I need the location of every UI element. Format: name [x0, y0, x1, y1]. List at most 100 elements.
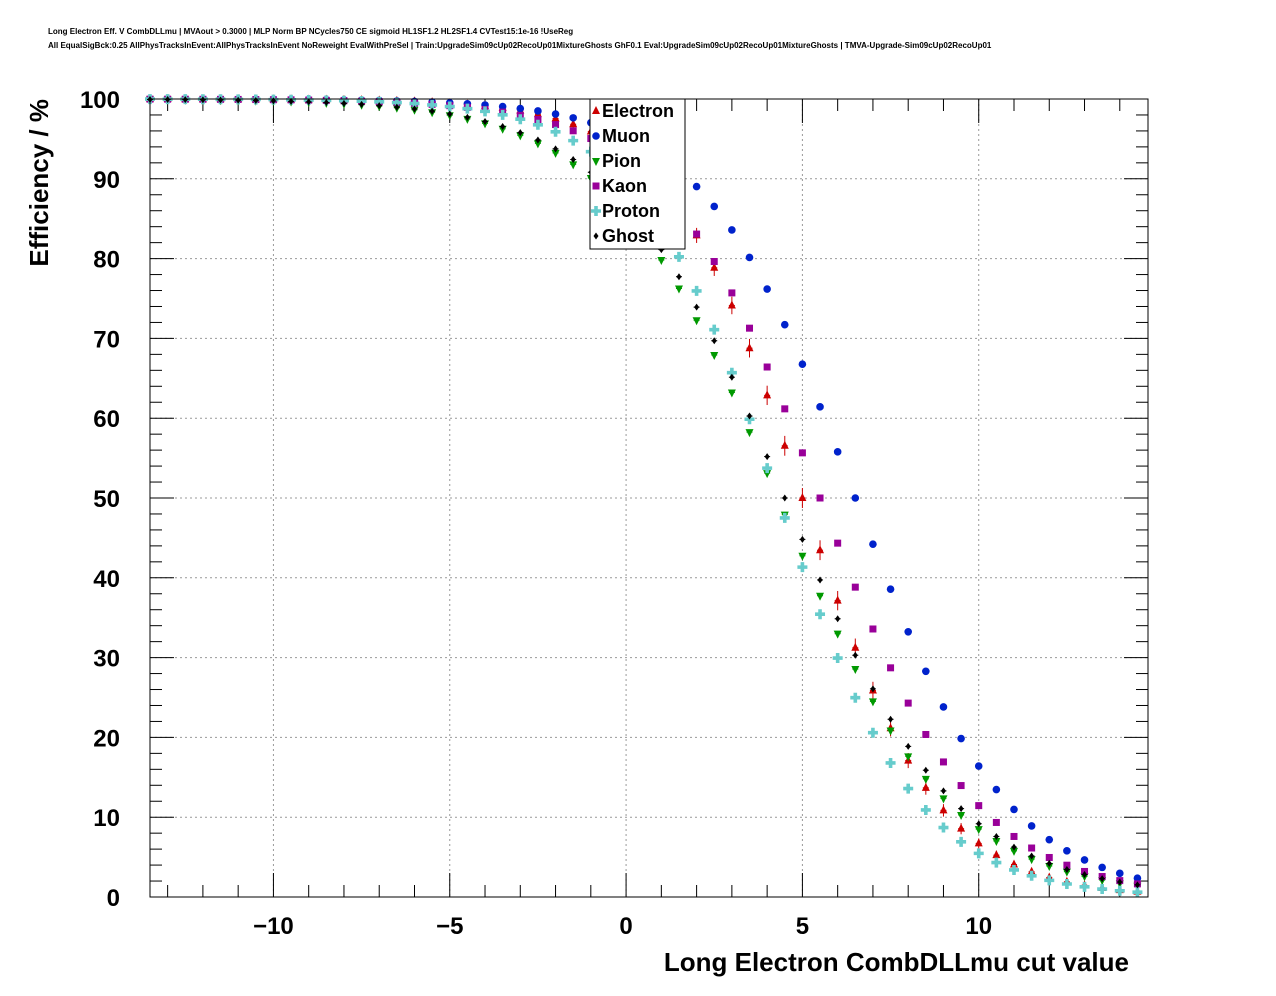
legend-label-muon: Muon: [602, 126, 650, 146]
muon-point: [745, 253, 754, 262]
kaon-point: [693, 230, 701, 238]
ghost-point: [870, 685, 876, 693]
proton-point: [885, 757, 896, 768]
muon-point: [1133, 874, 1142, 882]
legend-label-kaon: Kaon: [602, 176, 647, 196]
proton-point: [1061, 878, 1072, 889]
pion-point: [939, 795, 948, 804]
kaon-point: [798, 449, 806, 457]
electron-point: [569, 119, 578, 128]
ghost-point: [376, 102, 382, 110]
proton-point: [691, 285, 702, 296]
kaon-point: [869, 625, 877, 633]
muon-point: [692, 182, 701, 191]
electron-point: [921, 782, 930, 791]
pion-point: [921, 775, 930, 784]
ghost-point: [711, 337, 717, 345]
ghost-point: [306, 98, 312, 106]
y-tick-label: 40: [93, 566, 120, 593]
pion-point: [868, 698, 877, 707]
pion-point: [798, 552, 807, 561]
ghost-point: [694, 303, 700, 311]
ghost-point: [235, 96, 241, 104]
pion-point: [833, 630, 842, 639]
legend-label-pion: Pion: [602, 151, 641, 171]
legend-marker-muon: [592, 132, 600, 140]
proton-point: [1008, 864, 1019, 875]
electron-point: [833, 595, 842, 604]
y-tick-label: 60: [93, 406, 120, 433]
proton-point: [550, 126, 561, 137]
kaon-point: [763, 363, 771, 371]
kaon-point: [834, 539, 842, 547]
proton-point: [779, 512, 790, 523]
electron-point: [745, 343, 754, 352]
muon-point: [728, 226, 736, 234]
ghost-point: [1011, 843, 1017, 851]
proton-point: [1114, 885, 1125, 896]
muon-point: [1098, 863, 1106, 872]
ghost-point: [165, 96, 171, 104]
ghost-point: [359, 100, 365, 108]
kaon-point: [710, 258, 718, 266]
kaon-point: [1045, 853, 1053, 861]
legend-marker-proton: [591, 206, 601, 216]
ghost-point: [394, 103, 400, 111]
legend-label-electron: Electron: [602, 101, 674, 121]
ghost-point: [482, 117, 488, 125]
proton-point: [991, 857, 1002, 868]
y-tick-label: 90: [93, 167, 120, 194]
y-tick-label: 0: [107, 885, 120, 912]
proton-point: [444, 101, 455, 112]
muon-point: [1063, 847, 1071, 855]
muon-point: [869, 540, 877, 548]
pion-point: [710, 352, 719, 361]
muon-point: [1045, 835, 1054, 844]
kaon-point: [992, 818, 1000, 826]
chart-title-line-2: All EqualSigBck:0.25 AllPhysTracksInEven…: [48, 41, 992, 50]
proton-point: [709, 324, 720, 335]
electron-point: [957, 823, 966, 832]
proton-point: [920, 804, 931, 815]
ghost-point: [411, 105, 417, 113]
x-tick-label: −10: [253, 913, 294, 940]
proton-point: [832, 653, 843, 664]
proton-point: [726, 367, 737, 378]
kaon-point: [1063, 861, 1071, 869]
muon-point: [1027, 822, 1036, 830]
ghost-point: [729, 373, 735, 381]
ghost-point: [447, 110, 453, 118]
ghost-point: [1134, 881, 1140, 889]
ghost-point: [429, 107, 435, 115]
kaon-point: [552, 121, 560, 129]
ghost-point: [500, 122, 506, 130]
ghost-point: [888, 715, 894, 723]
ghost-point: [323, 99, 329, 107]
pion-point: [974, 826, 983, 835]
proton-point: [568, 135, 579, 146]
ghost-point: [958, 805, 964, 813]
electron-point: [974, 838, 983, 847]
ghost-point: [852, 651, 858, 659]
proton-point: [762, 463, 773, 474]
muon-point: [1010, 805, 1018, 814]
proton-point: [973, 848, 984, 859]
electron-point: [763, 390, 772, 399]
ghost-point: [976, 820, 982, 828]
ghost-point: [782, 494, 788, 502]
ghost-point: [341, 99, 347, 107]
ghost-point: [517, 129, 523, 137]
kaon-point: [569, 127, 577, 135]
y-tick-label: 30: [93, 646, 120, 673]
muon-point: [710, 202, 719, 211]
legend-label-ghost: Ghost: [602, 226, 654, 246]
pion-point: [1045, 862, 1054, 871]
pion-point: [904, 753, 913, 762]
proton-point: [532, 119, 543, 130]
ghost-point: [218, 96, 224, 104]
muon-point: [498, 102, 507, 111]
electron-point: [939, 805, 948, 814]
proton-point: [427, 99, 438, 110]
ghost-point: [799, 535, 805, 543]
ghost-point: [993, 832, 999, 840]
